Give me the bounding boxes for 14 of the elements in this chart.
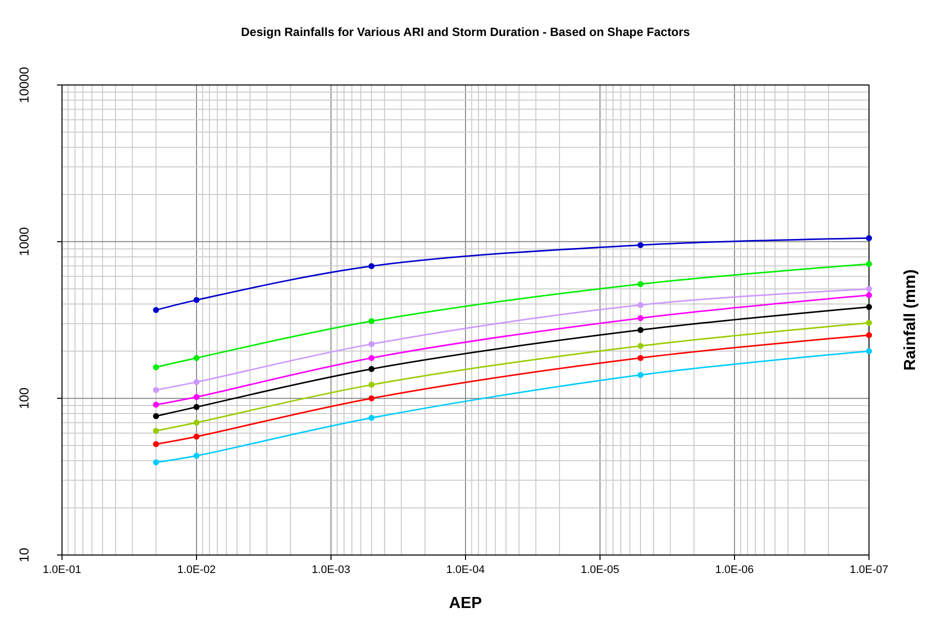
chart-title: Design Rainfalls for Various ARI and Storm Duration - Based on Shape Factors	[241, 25, 690, 39]
x-tick-label: 1.0E-01	[42, 564, 82, 576]
x-axis-title: AEP	[449, 595, 482, 612]
x-tick-label: 1.0E-05	[580, 564, 620, 576]
y-tick-label: 1000	[16, 227, 32, 256]
x-tick-label: 1.0E-07	[850, 564, 888, 576]
x-tick-label: 1.0E-02	[177, 564, 216, 576]
y-tick-label: 100	[16, 387, 32, 410]
y-axis-title: Rainfall (mm)	[902, 269, 919, 371]
y-tick-label: 10000	[16, 66, 32, 104]
x-tick-label: 1.0E-06	[715, 564, 754, 576]
x-tick-label: 1.0E-03	[312, 564, 350, 576]
y-tick-label: 10	[16, 548, 32, 562]
x-tick-label: 1.0E-04	[446, 564, 485, 576]
